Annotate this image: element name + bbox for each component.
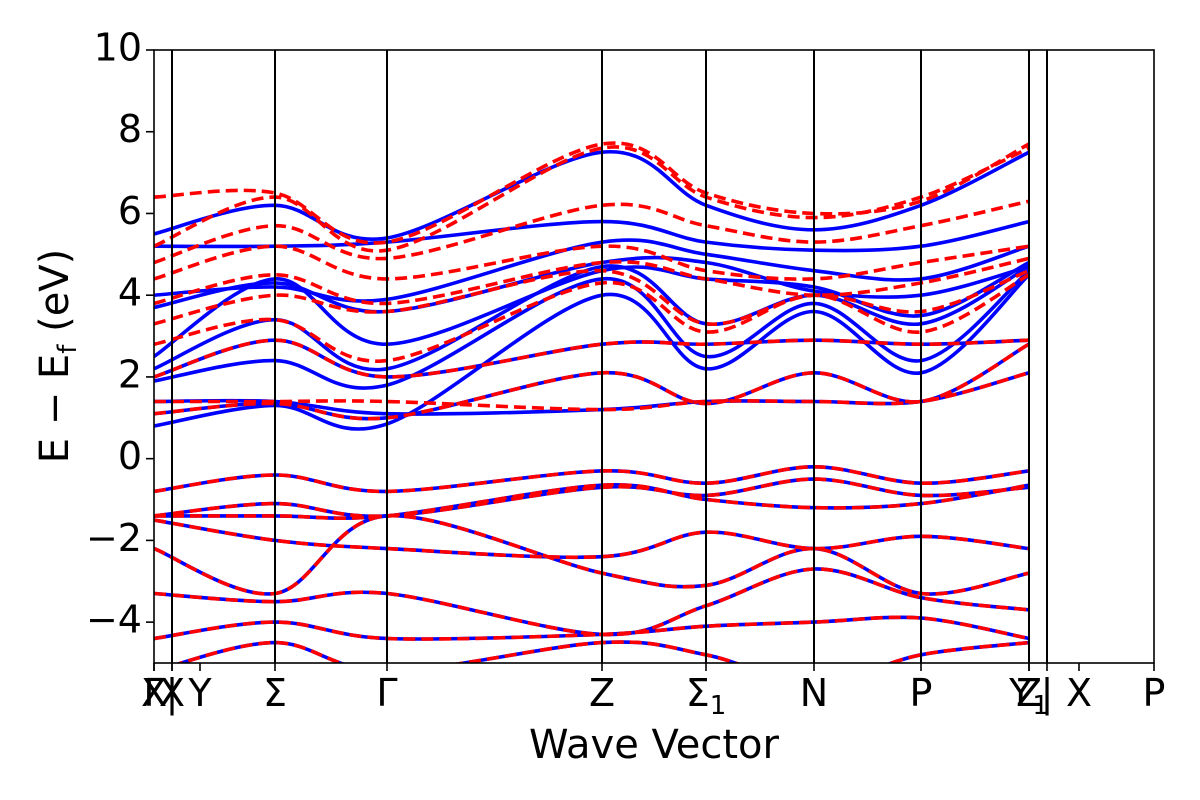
dashed-band-2-seg-0 xyxy=(154,338,1030,379)
solid-band-8-seg-0 xyxy=(154,150,1030,242)
dashed-band-5-seg-0 xyxy=(154,256,1030,306)
x-tick-label-8: Σ1 xyxy=(686,671,727,721)
x-tick-label-1: Γ xyxy=(143,671,164,715)
dashed-band-13-seg-0 xyxy=(154,518,1030,560)
x-tick-label-7: Z xyxy=(589,671,615,715)
solid-band-3-seg-0 xyxy=(154,264,1030,372)
x-tick-label-14: X xyxy=(1066,671,1092,715)
x-tick-label-9: N xyxy=(800,671,828,715)
y-tick-label-6: 8 xyxy=(118,107,142,151)
solid-band-1-seg-0 xyxy=(154,273,1031,431)
dashed-band-15-seg-0 xyxy=(154,567,1030,637)
solid-band-2-seg-0 xyxy=(154,269,1031,390)
x-axis-label: Wave Vector xyxy=(529,722,780,768)
x-tick-label-4: Y xyxy=(187,671,212,715)
x-tick-label-0: X xyxy=(141,671,167,715)
dashed-band-8-seg-0 xyxy=(154,145,1030,253)
x-tick-label-13: | xyxy=(1041,671,1054,716)
dashed-band-12-seg-0 xyxy=(154,483,1030,520)
y-axis-label: E − Ef (eV) xyxy=(32,249,83,464)
dashed-band-17-seg-0 xyxy=(175,640,1030,663)
dashed-band-16-seg-0 xyxy=(154,615,1030,641)
dashed-band-6-seg-0 xyxy=(154,244,1030,281)
y-tick-label-7: 10 xyxy=(94,26,142,70)
x-tick-label-5: Σ xyxy=(263,671,287,715)
plot-frame xyxy=(153,49,1155,664)
y-axis-label-unit: (eV) xyxy=(32,249,78,345)
y-axis-label-sub: f xyxy=(53,344,83,354)
solid-band-4-seg-0 xyxy=(154,260,1030,359)
dashed-band-14-seg-0 xyxy=(154,514,1030,596)
y-tick-label-3: 2 xyxy=(118,352,142,396)
solid-band-5-seg-0 xyxy=(154,255,1030,314)
y-axis-ticks: −4 −2 0 2 4 6 8 10 xyxy=(86,26,154,642)
dashed-band-7-seg-0 xyxy=(154,199,1030,265)
x-tick-label-3: | xyxy=(166,671,179,716)
y-tick-label-0: −4 xyxy=(86,598,142,642)
red-dashed-bands xyxy=(154,141,1030,663)
x-tick-label-11: Y1 xyxy=(1008,671,1049,721)
kpoint-vertical-lines xyxy=(171,50,1048,663)
dashed-band-10-seg-0 xyxy=(154,465,1030,494)
x-tick-label-15: P xyxy=(1143,671,1166,715)
solid-band-6-seg-0 xyxy=(154,238,1030,303)
x-tick-label-10: P xyxy=(910,671,933,715)
x-tick-label-6: Γ xyxy=(376,671,397,715)
dashed-band-1-seg-0 xyxy=(154,371,1030,412)
solid-band-12-seg-0 xyxy=(154,518,1030,560)
y-axis-label-main: E − E xyxy=(32,354,78,464)
y-tick-label-1: −2 xyxy=(86,516,142,560)
x-tick-label-2: X xyxy=(159,671,185,715)
y-tick-label-5: 6 xyxy=(118,189,142,233)
y-tick-label-4: 4 xyxy=(118,271,142,315)
blue-solid-bands xyxy=(154,150,1031,663)
solid-band-13-seg-0 xyxy=(154,514,1030,596)
y-tick-label-2: 0 xyxy=(118,434,142,478)
x-axis-ticks: XΓX| Y Σ Γ Z Σ1 N P Y1Z| X P xyxy=(141,663,1165,721)
dashed-band-0-seg-0 xyxy=(154,342,1030,421)
dashed-band-4-seg-0 xyxy=(154,268,1030,326)
dashed-band-9-seg-0 xyxy=(154,141,1030,245)
x-tick-label-12: Z xyxy=(1016,671,1042,715)
